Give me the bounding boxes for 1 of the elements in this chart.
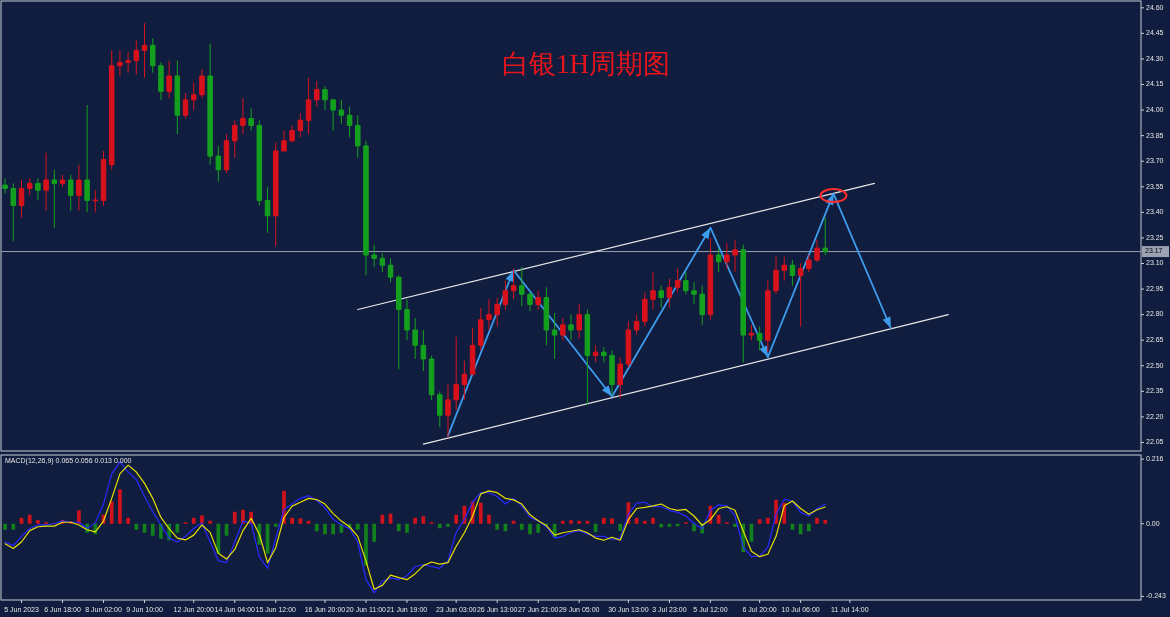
text: 白银1H周期图: [502, 49, 670, 80]
